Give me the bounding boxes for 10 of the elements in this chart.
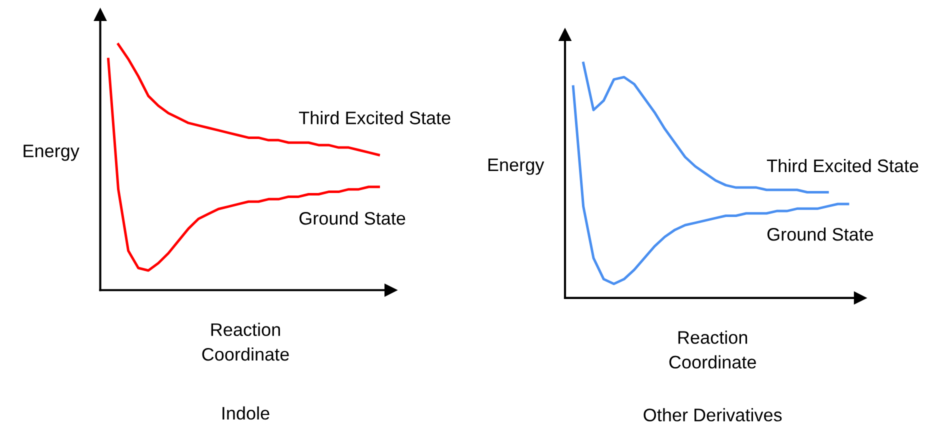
- series-label: Third Excited State: [766, 158, 918, 172]
- text: Indole: [222, 406, 270, 420]
- x-axis-title: Reaction Coordinate: [202, 322, 289, 361]
- series-label: Third Excited State: [298, 111, 450, 124]
- y-axis-title: Energy: [24, 144, 80, 161]
- y-axis-title: Energy: [488, 158, 544, 175]
- series-label: Ground State: [299, 211, 406, 225]
- series-label: Ground State: [767, 227, 874, 241]
- text: Other Derivatives: [644, 408, 782, 422]
- x-axis-title: Reaction Coordinate: [669, 330, 756, 369]
